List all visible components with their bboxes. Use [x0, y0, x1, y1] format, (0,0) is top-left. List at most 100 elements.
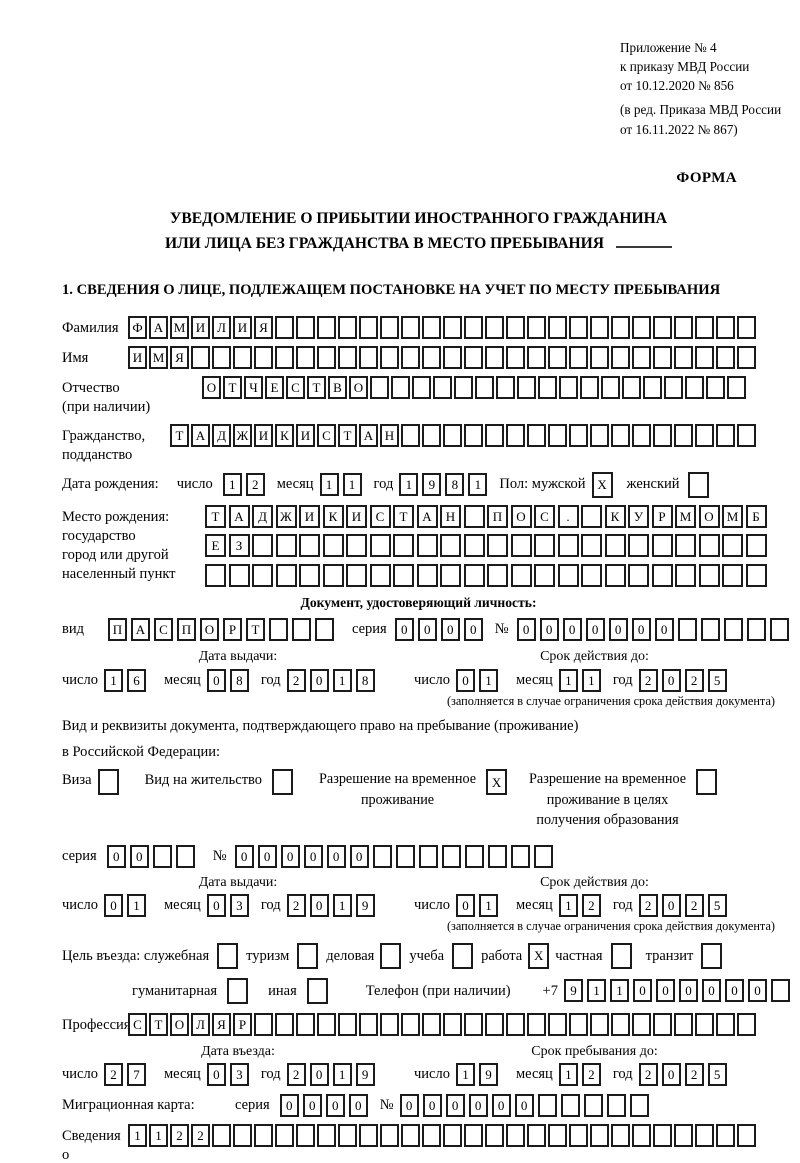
char-cell[interactable]: [475, 375, 494, 399]
char-cell[interactable]: [275, 1012, 294, 1036]
char-cell[interactable]: [737, 1012, 756, 1036]
char-cell[interactable]: [296, 1124, 315, 1148]
char-cell[interactable]: [727, 375, 746, 399]
char-cell[interactable]: 0: [724, 979, 744, 1003]
char-cell[interactable]: [559, 375, 578, 399]
char-cell[interactable]: 0: [445, 1094, 465, 1118]
char-cell[interactable]: [233, 345, 252, 369]
char-cell[interactable]: Т: [393, 504, 414, 528]
char-cell[interactable]: [653, 423, 672, 447]
char-cell[interactable]: [463, 504, 485, 528]
char-cell[interactable]: [422, 423, 441, 447]
char-cell[interactable]: 1: [128, 1124, 147, 1148]
char-cell[interactable]: [393, 534, 414, 558]
char-cell[interactable]: [359, 315, 378, 339]
char-cell[interactable]: А: [416, 504, 438, 528]
char-cell[interactable]: К: [604, 504, 626, 528]
char-cell[interactable]: 1: [319, 473, 339, 497]
char-cell[interactable]: 0: [422, 1094, 442, 1118]
char-cell[interactable]: [695, 1012, 714, 1036]
char-cell[interactable]: [701, 942, 723, 969]
char-cell[interactable]: 0: [206, 1063, 226, 1087]
char-cell[interactable]: 2: [581, 1063, 601, 1087]
char-cell[interactable]: 0: [399, 1094, 419, 1118]
char-cell[interactable]: [590, 423, 609, 447]
char-cell[interactable]: 0: [463, 618, 483, 642]
char-cell[interactable]: [175, 844, 195, 868]
char-cell[interactable]: 0: [103, 894, 123, 918]
char-cell[interactable]: [443, 1012, 462, 1036]
char-cell[interactable]: [695, 315, 714, 339]
char-cell[interactable]: [317, 315, 336, 339]
char-cell[interactable]: [590, 315, 609, 339]
char-cell[interactable]: [441, 844, 461, 868]
char-cell[interactable]: Е: [265, 375, 284, 399]
char-cell[interactable]: [296, 315, 315, 339]
char-cell[interactable]: [395, 844, 415, 868]
char-cell[interactable]: [737, 1124, 756, 1148]
char-cell[interactable]: 0: [279, 1094, 299, 1118]
char-cell[interactable]: [674, 1012, 693, 1036]
char-cell[interactable]: Л: [191, 1012, 210, 1036]
char-cell[interactable]: [527, 1124, 546, 1148]
char-cell[interactable]: [632, 345, 651, 369]
char-cell[interactable]: 2: [245, 473, 265, 497]
char-cell[interactable]: 6: [126, 668, 146, 692]
char-cell[interactable]: [275, 563, 297, 587]
char-cell[interactable]: [401, 315, 420, 339]
char-cell[interactable]: [651, 534, 673, 558]
char-cell[interactable]: [527, 423, 546, 447]
char-cell[interactable]: [464, 1124, 483, 1148]
char-cell[interactable]: [580, 375, 599, 399]
char-cell[interactable]: [548, 423, 567, 447]
char-cell[interactable]: [393, 563, 414, 587]
char-cell[interactable]: [464, 1012, 483, 1036]
char-cell[interactable]: [716, 345, 735, 369]
char-cell[interactable]: [706, 375, 725, 399]
char-cell[interactable]: [443, 1124, 462, 1148]
char-cell[interactable]: 0: [326, 844, 346, 868]
char-cell[interactable]: С: [369, 504, 391, 528]
char-cell[interactable]: [745, 534, 767, 558]
char-cell[interactable]: 2: [170, 1124, 189, 1148]
char-cell[interactable]: И: [254, 423, 273, 447]
char-cell[interactable]: И: [299, 504, 320, 528]
char-cell[interactable]: [677, 618, 697, 642]
char-cell[interactable]: [487, 844, 507, 868]
char-cell[interactable]: [422, 1124, 441, 1148]
char-cell[interactable]: [212, 345, 231, 369]
char-cell[interactable]: 0: [661, 668, 681, 692]
char-cell[interactable]: Б: [745, 504, 767, 528]
char-cell[interactable]: Ж: [275, 504, 297, 528]
char-cell[interactable]: Р: [233, 1012, 252, 1036]
char-cell[interactable]: 1: [478, 894, 498, 918]
char-cell[interactable]: 7: [126, 1063, 146, 1087]
char-cell[interactable]: [698, 563, 720, 587]
char-cell[interactable]: [548, 315, 567, 339]
char-cell[interactable]: С: [317, 423, 336, 447]
char-cell[interactable]: [269, 618, 288, 642]
char-cell[interactable]: [583, 1094, 603, 1118]
char-cell[interactable]: [443, 315, 462, 339]
char-cell[interactable]: [463, 534, 485, 558]
char-cell[interactable]: Р: [651, 504, 673, 528]
char-cell[interactable]: [569, 345, 588, 369]
char-cell[interactable]: [485, 345, 504, 369]
char-cell[interactable]: О: [349, 375, 368, 399]
char-cell[interactable]: М: [149, 345, 168, 369]
char-cell[interactable]: Ч: [244, 375, 263, 399]
char-cell[interactable]: 8: [229, 668, 249, 692]
char-cell[interactable]: [359, 345, 378, 369]
char-cell[interactable]: 0: [394, 618, 414, 642]
char-cell[interactable]: [233, 1124, 252, 1148]
char-cell[interactable]: 0: [206, 668, 226, 692]
char-cell[interactable]: [548, 1124, 567, 1148]
char-cell[interactable]: [416, 534, 438, 558]
char-cell[interactable]: Ж: [233, 423, 252, 447]
char-cell[interactable]: [632, 1012, 651, 1036]
char-cell[interactable]: 0: [701, 979, 721, 1003]
char-cell[interactable]: 0: [655, 979, 675, 1003]
char-cell[interactable]: [534, 563, 555, 587]
char-cell[interactable]: [674, 423, 693, 447]
char-cell[interactable]: [380, 345, 399, 369]
